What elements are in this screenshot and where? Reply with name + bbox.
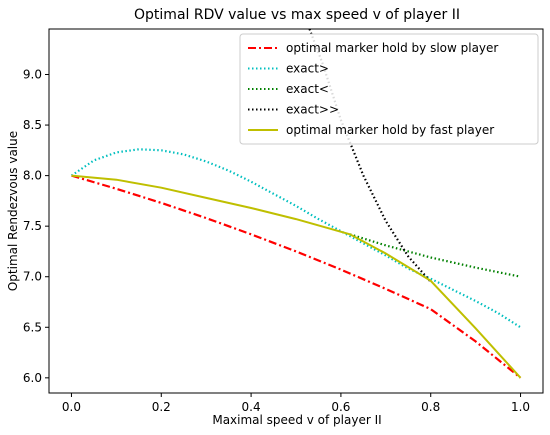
x-tick-label: 0.2 (152, 400, 171, 414)
y-tick-label: 6.5 (23, 320, 42, 334)
chart-title: Optimal RDV value vs max speed v of play… (134, 7, 460, 23)
series-line-4 (308, 29, 432, 283)
x-axis-ticks: 0.0 0.2 0.4 0.6 0.8 1.0 (62, 393, 530, 414)
legend-label-5: optimal marker hold by fast player (286, 123, 494, 137)
x-axis-label: Maximal speed v of player II (212, 413, 381, 427)
legend: optimal marker hold by slow player exact>… (239, 33, 539, 145)
legend-label-2: exact> (286, 62, 329, 76)
series-line-2 (70, 148, 522, 329)
legend-label-3: exact< (286, 82, 329, 96)
series-line-3 (349, 233, 521, 278)
plot-frame (48, 28, 544, 394)
plot-lines (70, 29, 522, 379)
series-line-1 (71, 174, 522, 379)
y-axis-ticks: 6.0 6.5 7.0 7.5 8.0 8.5 9.0 (23, 68, 49, 385)
x-tick-label: 0.6 (331, 400, 350, 414)
y-tick-label: 7.0 (23, 270, 42, 284)
y-tick-label: 8.0 (23, 169, 42, 183)
x-tick-label: 1.0 (511, 400, 530, 414)
legend-label-1: optimal marker hold by slow player (286, 41, 498, 55)
y-axis-label: Optimal Rendezvous value (6, 131, 20, 291)
series-line-5 (71, 174, 522, 379)
x-tick-label: 0.8 (421, 400, 440, 414)
legend-box (239, 33, 539, 145)
y-tick-label: 8.5 (23, 118, 42, 132)
legend-label-4: exact>> (286, 103, 339, 117)
x-tick-label: 0.0 (62, 400, 81, 414)
y-tick-label: 7.5 (23, 219, 42, 233)
x-tick-label: 0.4 (242, 400, 261, 414)
y-tick-label: 9.0 (23, 68, 42, 82)
y-tick-label: 6.0 (23, 371, 42, 385)
